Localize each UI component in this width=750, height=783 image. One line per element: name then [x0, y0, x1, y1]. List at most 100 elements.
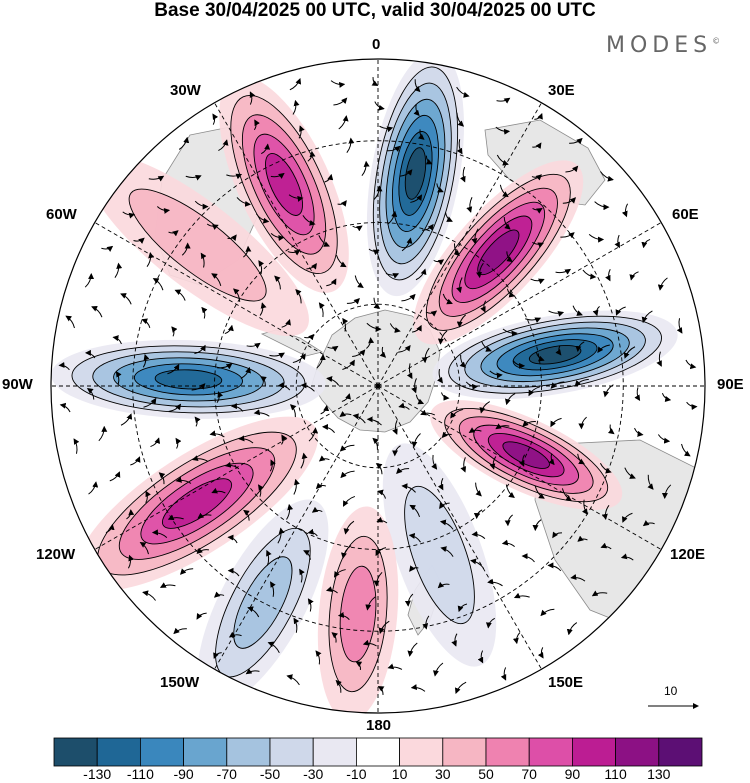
- streamline-272: [496, 154, 509, 166]
- streamline-122: [224, 324, 234, 335]
- streamline-11: [326, 376, 340, 386]
- streamline-332: [410, 684, 426, 692]
- streamline-146: [277, 527, 285, 544]
- streamline-341: [105, 523, 115, 534]
- streamline-117: [258, 484, 264, 497]
- streamline-288: [432, 662, 444, 677]
- colorbar-tick-label: -90: [173, 766, 194, 782]
- streamline-291: [315, 650, 322, 665]
- streamline-47: [292, 353, 306, 364]
- streamline-239: [634, 387, 641, 402]
- anomaly-pink-nw: [86, 154, 309, 337]
- streamline-132: [530, 278, 545, 285]
- streamline-344: [59, 402, 71, 413]
- streamline-254: [179, 568, 194, 575]
- map-title: Base 30/04/2025 00 UTC, valid 30/04/2025…: [154, 0, 596, 21]
- colorbar-swatch-4: [226, 737, 271, 767]
- streamline-264: [194, 200, 209, 210]
- colorbar-swatch-12: [572, 737, 617, 767]
- streamline-178: [299, 568, 305, 583]
- streamline-87: [343, 520, 355, 535]
- streamline-236: [605, 269, 611, 282]
- longitude-label-150e: 150E: [548, 674, 584, 691]
- streamline-309: [292, 99, 300, 115]
- streamline-310: [333, 97, 348, 106]
- streamline-259: [115, 370, 122, 385]
- streamline-62: [377, 489, 386, 499]
- streamline-190: [255, 213, 270, 224]
- streamline-347: [84, 272, 95, 288]
- contour-blue-w-2: [92, 351, 285, 408]
- streamline-144: [333, 569, 346, 578]
- anomaly-blue-w: [51, 339, 326, 419]
- streamline-2: [406, 363, 413, 380]
- streamline-279: [661, 393, 672, 402]
- streamline-205: [581, 499, 588, 515]
- anomaly-magenta-sw: [76, 416, 318, 591]
- streamline-78: [502, 328, 518, 337]
- streamline-81: [495, 423, 510, 430]
- streamline-325: [642, 520, 655, 527]
- contour-blue-e-3: [480, 327, 630, 383]
- contour-blue-n-4: [392, 114, 439, 232]
- streamline-241: [624, 467, 636, 479]
- streamline-179: [266, 549, 272, 566]
- streamline-238: [623, 346, 636, 359]
- contour-blue-ssw-2: [233, 556, 293, 649]
- streamline-282: [622, 512, 633, 523]
- streamline-354: [289, 77, 302, 91]
- streamline-214: [270, 581, 276, 597]
- streamline-109: [505, 484, 515, 498]
- streamline-182: [175, 476, 192, 484]
- streamline-19: [440, 392, 450, 401]
- streamline-100: [401, 237, 413, 252]
- streamline-16: [411, 324, 422, 333]
- streamline-284: [570, 574, 586, 582]
- streamline-38: [441, 431, 452, 439]
- streamline-297: [126, 509, 135, 520]
- streamline-145: [303, 550, 311, 560]
- streamline-349: [122, 211, 136, 219]
- streamline-306: [185, 175, 202, 181]
- colorbar-tick-label: -110: [126, 766, 154, 782]
- streamline-352: [212, 113, 219, 125]
- streamline-112: [408, 532, 421, 543]
- streamline-208: [487, 578, 503, 587]
- streamline-330: [500, 667, 507, 681]
- streamline-111: [439, 519, 454, 530]
- streamline-53: [442, 293, 453, 305]
- streamline-168: [578, 416, 587, 430]
- streamline-180: [227, 534, 238, 544]
- anomaly-blue-n: [366, 59, 465, 297]
- streamline-92: [230, 403, 244, 412]
- streamline-77: [480, 300, 487, 313]
- streamline-220: [143, 397, 157, 408]
- streamline-207: [521, 553, 535, 563]
- streamline-162: [503, 217, 511, 230]
- colorbar: [53, 737, 703, 767]
- streamline-195: [436, 183, 444, 193]
- streamline-75: [433, 259, 445, 266]
- streamline-171: [532, 519, 542, 532]
- streamline-161: [445, 212, 453, 222]
- contour-magenta-nnw-1: [230, 94, 338, 274]
- streamline-45: [289, 404, 297, 418]
- streamline-169: [577, 453, 585, 465]
- streamline-316: [565, 165, 579, 173]
- streamline-203: [608, 424, 615, 435]
- streamline-51: [373, 297, 381, 309]
- streamline-64: [315, 482, 327, 490]
- streamline-0: [379, 346, 387, 358]
- streamline-198: [560, 232, 575, 239]
- streamline-37: [450, 408, 464, 419]
- streamline-88: [311, 506, 323, 513]
- streamline-204: [599, 463, 612, 474]
- streamline-85: [409, 504, 421, 518]
- contour-magenta-sw-3: [140, 462, 254, 545]
- streamline-194: [399, 169, 413, 177]
- streamline-317: [621, 203, 629, 218]
- streamline-283: [600, 542, 612, 550]
- streamline-156: [270, 232, 285, 242]
- streamline-248: [407, 642, 418, 657]
- contour-blue-e-4: [496, 333, 614, 377]
